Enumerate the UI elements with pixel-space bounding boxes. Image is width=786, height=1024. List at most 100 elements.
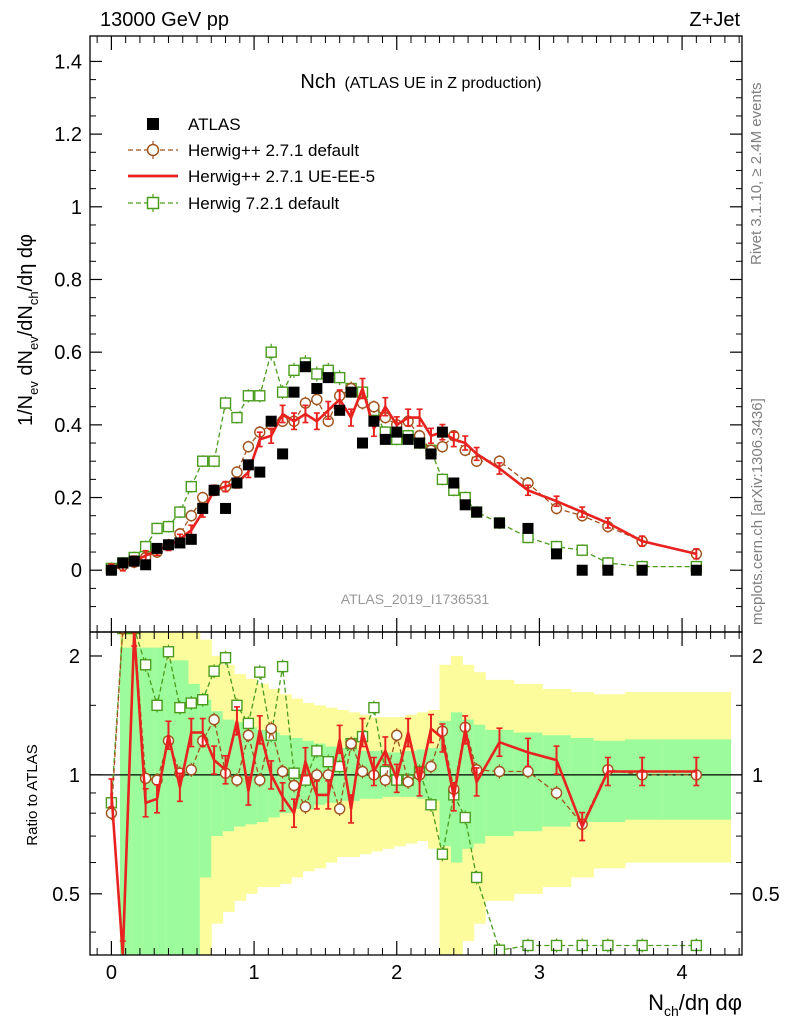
marker-square	[436, 848, 449, 860]
marker-square	[636, 939, 648, 952]
green-band-bin	[211, 711, 224, 837]
x-tick-label: 3	[534, 962, 545, 984]
x-axis-label: Nch/dη dφ	[648, 990, 742, 1019]
series-herwig-2-7-1-ue-ee-5	[108, 632, 700, 955]
marker-square	[425, 799, 437, 811]
data-point	[345, 386, 357, 398]
marker-square	[185, 480, 197, 493]
marker-circle	[231, 466, 243, 478]
marker-square	[368, 701, 380, 714]
marker-square	[197, 455, 209, 467]
marker-square	[276, 660, 289, 673]
marker-square	[288, 767, 300, 779]
marker-circle	[139, 772, 152, 785]
marker-square	[493, 944, 506, 955]
marker-circle	[276, 765, 289, 778]
marker-square	[185, 697, 197, 709]
plot-title: Nch (ATLAS UE in Z production)	[300, 71, 541, 93]
data-point	[368, 415, 380, 427]
marker-circle	[185, 764, 197, 776]
marker-square	[470, 871, 483, 884]
data-point	[105, 564, 117, 576]
rivet-label: Rivet 3.1.10, ≥ 2.4M events	[748, 83, 765, 266]
green-band-bin	[570, 737, 595, 822]
marker-circle	[368, 400, 380, 413]
series-line	[111, 387, 697, 570]
marker-square	[288, 364, 300, 377]
marker-circle	[311, 769, 323, 781]
marker-circle	[493, 765, 506, 778]
marker-circle	[242, 729, 255, 741]
data-point	[242, 459, 254, 471]
marker-circle	[356, 765, 369, 778]
marker-circle	[402, 776, 414, 788]
marker-square	[576, 544, 588, 556]
data-point	[379, 433, 391, 445]
data-point	[448, 477, 460, 489]
marker-square	[276, 386, 289, 398]
marker-circle	[208, 713, 220, 726]
y-tick-label: 0.6	[54, 342, 82, 364]
ratio-y-axis-label: Ratio to ATLAS	[24, 744, 41, 845]
series-line	[110, 632, 697, 826]
data-point	[334, 404, 346, 416]
data-point	[299, 361, 311, 373]
analysis-id-label: ATLAS_2019_I1736531	[341, 591, 490, 607]
data-point	[391, 426, 403, 438]
marker-circle	[550, 787, 563, 799]
marker-circle	[299, 801, 312, 813]
marker-circle	[254, 774, 266, 786]
marker-square	[174, 701, 186, 714]
green-band-bin	[177, 660, 189, 955]
header-right-label: Z+Jet	[689, 9, 740, 31]
marker-circle	[242, 440, 255, 453]
marker-square	[219, 652, 232, 664]
marker-square	[459, 811, 471, 824]
series-line	[111, 384, 697, 571]
data-point	[128, 555, 140, 567]
marker-square	[242, 717, 255, 730]
data-point	[208, 484, 220, 496]
x-tick-label: 2	[391, 962, 402, 984]
ratio-panel: 0 1 2 3 4 0.5 0.5 1 1 2 2	[52, 631, 780, 984]
marker-square	[322, 755, 334, 768]
ratio-y-tick-label-right: 0.5	[752, 884, 780, 906]
marker-square	[254, 390, 266, 402]
marker-square	[231, 411, 243, 424]
data-point	[265, 415, 277, 427]
y-tick-label: 0	[71, 560, 82, 582]
marker-square	[174, 506, 186, 518]
legend-marker-data	[147, 118, 159, 130]
data-point	[174, 537, 186, 549]
data-point	[522, 522, 534, 534]
main-panel: 0 0.2 0.4 0.6 0.8 1 1.2 1.4	[54, 35, 743, 633]
data-point	[322, 372, 334, 384]
marker-square	[254, 666, 266, 678]
x-tick-label: 1	[249, 962, 260, 984]
marker-square	[242, 390, 255, 402]
plot-title-sub: (ATLAS UE in Z production)	[344, 75, 541, 92]
marker-square	[208, 455, 220, 467]
legend-label: Herwig++ 2.7.1 UE-EE-5	[188, 167, 375, 186]
data-point	[602, 564, 614, 576]
green-band-bin	[165, 660, 178, 955]
data-point	[356, 437, 368, 449]
y-tick-label: 0.4	[54, 415, 82, 437]
marker-square	[311, 745, 323, 757]
data-point	[277, 448, 289, 460]
ratio-y-tick-label: 2	[69, 646, 80, 668]
marker-circle	[185, 510, 197, 522]
legend-label: ATLAS	[188, 115, 241, 134]
marker-circle	[288, 779, 300, 792]
data-point	[162, 539, 174, 551]
marker-circle	[231, 774, 243, 786]
data-point	[185, 533, 197, 545]
ratio-y-tick-label: 1	[69, 765, 80, 787]
series-herwig-2-7-1-ue-ee-5	[108, 377, 700, 575]
data-point	[425, 448, 437, 460]
green-band-bin	[439, 720, 452, 847]
y-tick-label: 1	[71, 197, 82, 219]
data-point	[254, 466, 266, 478]
data-point	[220, 502, 232, 514]
data-point	[436, 426, 448, 438]
